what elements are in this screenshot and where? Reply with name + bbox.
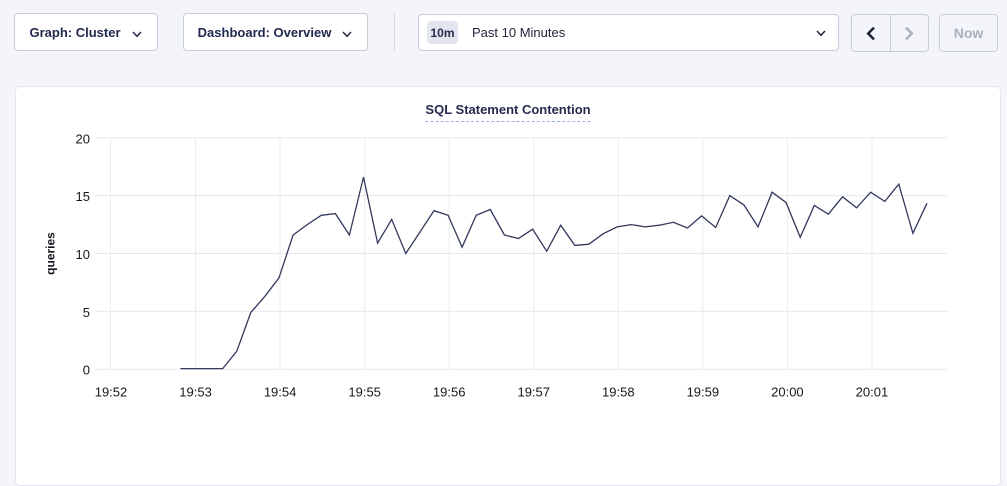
svg-text:19:56: 19:56 xyxy=(433,385,466,400)
svg-text:20:00: 20:00 xyxy=(771,385,804,400)
svg-text:20: 20 xyxy=(76,131,90,146)
svg-text:19:57: 19:57 xyxy=(517,385,550,400)
svg-text:10: 10 xyxy=(76,247,90,262)
svg-text:19:53: 19:53 xyxy=(179,385,212,400)
svg-text:20:01: 20:01 xyxy=(856,385,889,400)
svg-text:19:52: 19:52 xyxy=(95,385,128,400)
svg-text:5: 5 xyxy=(83,305,90,320)
svg-text:0: 0 xyxy=(83,363,90,378)
svg-text:19:54: 19:54 xyxy=(264,385,297,400)
svg-text:19:58: 19:58 xyxy=(602,385,635,400)
svg-text:19:55: 19:55 xyxy=(348,385,381,400)
svg-text:queries: queries xyxy=(44,232,58,275)
svg-text:15: 15 xyxy=(76,189,90,204)
svg-text:19:59: 19:59 xyxy=(687,385,720,400)
